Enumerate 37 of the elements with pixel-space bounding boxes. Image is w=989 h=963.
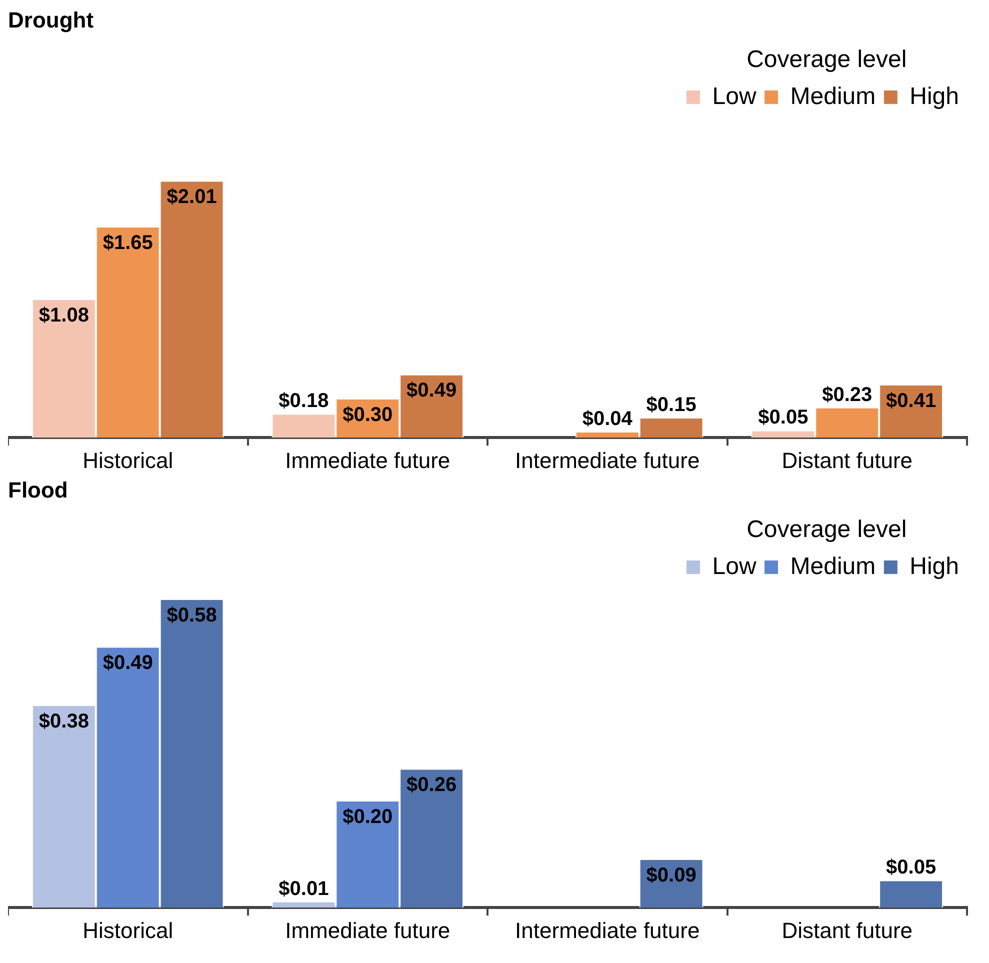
data-label: $0.04 <box>582 408 634 430</box>
x-tick-label: Distant future <box>782 918 913 943</box>
x-tick-label: Historical <box>82 918 174 943</box>
x-tick-label: Distant future <box>782 448 913 473</box>
legend-label: High <box>910 552 959 580</box>
x-tick-label: Intermediate future <box>515 918 700 943</box>
chart-title: Flood <box>8 477 68 502</box>
x-tick-label: Immediate future <box>285 918 450 943</box>
data-label: $0.01 <box>278 878 329 900</box>
data-label: $0.30 <box>342 404 393 426</box>
data-label: $1.65 <box>102 232 153 254</box>
x-tick-label: Intermediate future <box>515 448 700 473</box>
legend-title: Coverage level <box>746 46 907 74</box>
x-tick-label: Historical <box>82 448 174 473</box>
data-label: $0.05 <box>758 406 808 429</box>
legend-label: Medium <box>790 82 876 110</box>
data-label: $1.08 <box>38 304 89 327</box>
data-label: $0.26 <box>406 774 457 796</box>
data-label: $2.01 <box>166 186 217 208</box>
data-label: $0.18 <box>278 390 329 412</box>
data-label: $0.15 <box>646 394 696 416</box>
legend-label: Low <box>712 82 757 110</box>
legend-label: Low <box>712 552 757 580</box>
legend-title: Coverage level <box>746 516 907 544</box>
data-label: $0.09 <box>646 864 696 886</box>
chart-title: Drought <box>8 7 94 32</box>
data-label: $0.49 <box>102 652 153 674</box>
data-label: $0.49 <box>406 380 457 402</box>
legend-label: High <box>910 82 959 110</box>
legend-label: Medium <box>790 552 876 580</box>
data-label: $0.20 <box>342 806 393 828</box>
data-label: $0.38 <box>38 710 89 732</box>
data-label: $0.23 <box>822 384 872 406</box>
data-label: $0.58 <box>166 604 217 626</box>
data-label: $0.41 <box>886 390 936 412</box>
x-tick-label: Immediate future <box>285 448 450 473</box>
data-label: $0.05 <box>886 856 936 879</box>
